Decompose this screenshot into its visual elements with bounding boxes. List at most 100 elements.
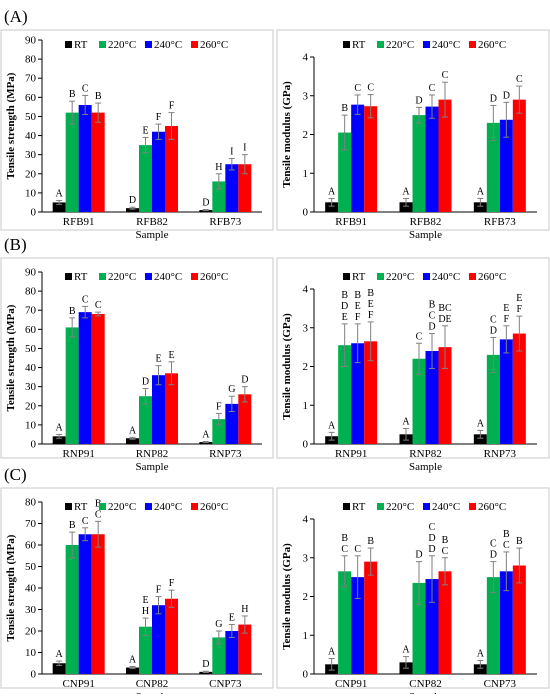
legend-label: 220°C: [108, 271, 136, 283]
significance-label: B: [69, 520, 76, 531]
significance-label: C: [341, 544, 348, 555]
significance-label: C: [354, 83, 361, 94]
y-tick-label: 4: [303, 52, 309, 64]
significance-label: B: [354, 290, 361, 301]
bar: [78, 312, 92, 444]
y-tick-label: 70: [25, 73, 37, 85]
bar: [351, 104, 365, 212]
bar: [152, 375, 165, 444]
significance-label: A: [402, 645, 410, 656]
legend-label: RT: [74, 39, 88, 51]
bar: [52, 436, 66, 444]
legend-label: RT: [352, 39, 366, 51]
legend-swatch: [343, 273, 350, 280]
y-tick-label: 60: [25, 540, 37, 552]
legend-swatch: [377, 273, 384, 280]
x-tick-label: RNP91: [335, 448, 367, 460]
significance-label: F: [517, 304, 523, 315]
significance-label: A: [477, 648, 485, 659]
significance-label: B: [503, 529, 510, 540]
y-tick-label: 0: [303, 669, 309, 681]
bar: [473, 664, 487, 674]
legend-label: 260°C: [478, 501, 506, 513]
significance-label: D: [415, 95, 422, 106]
legend-swatch: [377, 41, 384, 48]
bar: [486, 577, 500, 674]
significance-label: C: [442, 70, 449, 81]
panel-label: (A): [4, 7, 28, 26]
legend-label: 260°C: [200, 39, 228, 51]
bar: [325, 202, 339, 212]
significance-label: E: [142, 125, 148, 136]
significance-label: F: [368, 310, 374, 321]
significance-label: A: [202, 430, 210, 441]
bar: [399, 202, 413, 212]
significance-label: A: [56, 422, 64, 433]
significance-label: D: [202, 198, 209, 209]
legend-swatch: [423, 273, 430, 280]
chart-frame: [0, 29, 274, 231]
bar: [65, 112, 79, 212]
significance-label: A: [477, 186, 485, 197]
bar: [65, 545, 79, 674]
bar: [212, 181, 226, 212]
y-tick-label: 10: [25, 647, 37, 659]
significance-label: C: [367, 83, 374, 94]
y-tick-label: 0: [31, 207, 37, 219]
bar: [512, 565, 526, 674]
significance-label: I: [243, 143, 246, 154]
bar: [512, 333, 526, 444]
significance-label: A: [129, 425, 137, 436]
legend-swatch: [145, 41, 152, 48]
bar: [139, 626, 152, 674]
bar: [499, 119, 513, 212]
y-axis-label: Tensile strength (MPa): [5, 72, 17, 179]
significance-label: B: [429, 300, 436, 311]
x-tick-label: CNP91: [62, 678, 94, 690]
y-tick-label: 10: [25, 187, 37, 199]
significance-label: E: [355, 301, 361, 312]
y-tick-label: 4: [303, 514, 309, 526]
bar: [425, 579, 439, 674]
significance-label: C: [354, 544, 361, 555]
legend-label: RT: [74, 271, 88, 283]
legend-swatch: [191, 503, 198, 510]
y-tick-label: 70: [25, 518, 37, 530]
significance-label: A: [129, 654, 137, 665]
legend-label: 240°C: [432, 501, 460, 513]
bar: [364, 561, 378, 674]
y-tick-label: 30: [25, 604, 37, 616]
y-tick-label: 4: [303, 284, 309, 296]
legend-swatch: [65, 41, 72, 48]
legend-swatch: [145, 273, 152, 280]
y-tick-label: 3: [303, 90, 309, 102]
bar: [165, 598, 178, 674]
bar: [364, 106, 378, 212]
bar: [473, 202, 487, 212]
significance-label: E: [229, 613, 235, 624]
y-tick-label: 0: [31, 669, 37, 681]
significance-label: C: [442, 546, 449, 557]
y-tick-label: 1: [303, 630, 309, 642]
x-tick-label: CNP73: [209, 678, 242, 690]
y-axis-label: Tensile modulus (GPa): [281, 313, 293, 420]
bar: [52, 202, 66, 212]
chart-frame: [276, 257, 550, 459]
legend-label: 260°C: [200, 271, 228, 283]
bar: [499, 571, 513, 674]
legend-label: RT: [74, 501, 88, 513]
x-tick-label: RNP73: [209, 448, 242, 460]
y-tick-label: 90: [25, 35, 37, 47]
y-tick-label: 20: [25, 626, 37, 638]
significance-label: H: [241, 604, 248, 615]
legend-label: 240°C: [432, 39, 460, 51]
legend-swatch: [469, 503, 476, 510]
bar: [351, 577, 365, 674]
significance-label: F: [156, 112, 162, 123]
significance-label: B: [95, 498, 102, 509]
significance-label: E: [142, 595, 148, 606]
y-tick-label: 50: [25, 111, 37, 123]
y-tick-label: 60: [25, 92, 37, 104]
bar: [238, 164, 252, 212]
